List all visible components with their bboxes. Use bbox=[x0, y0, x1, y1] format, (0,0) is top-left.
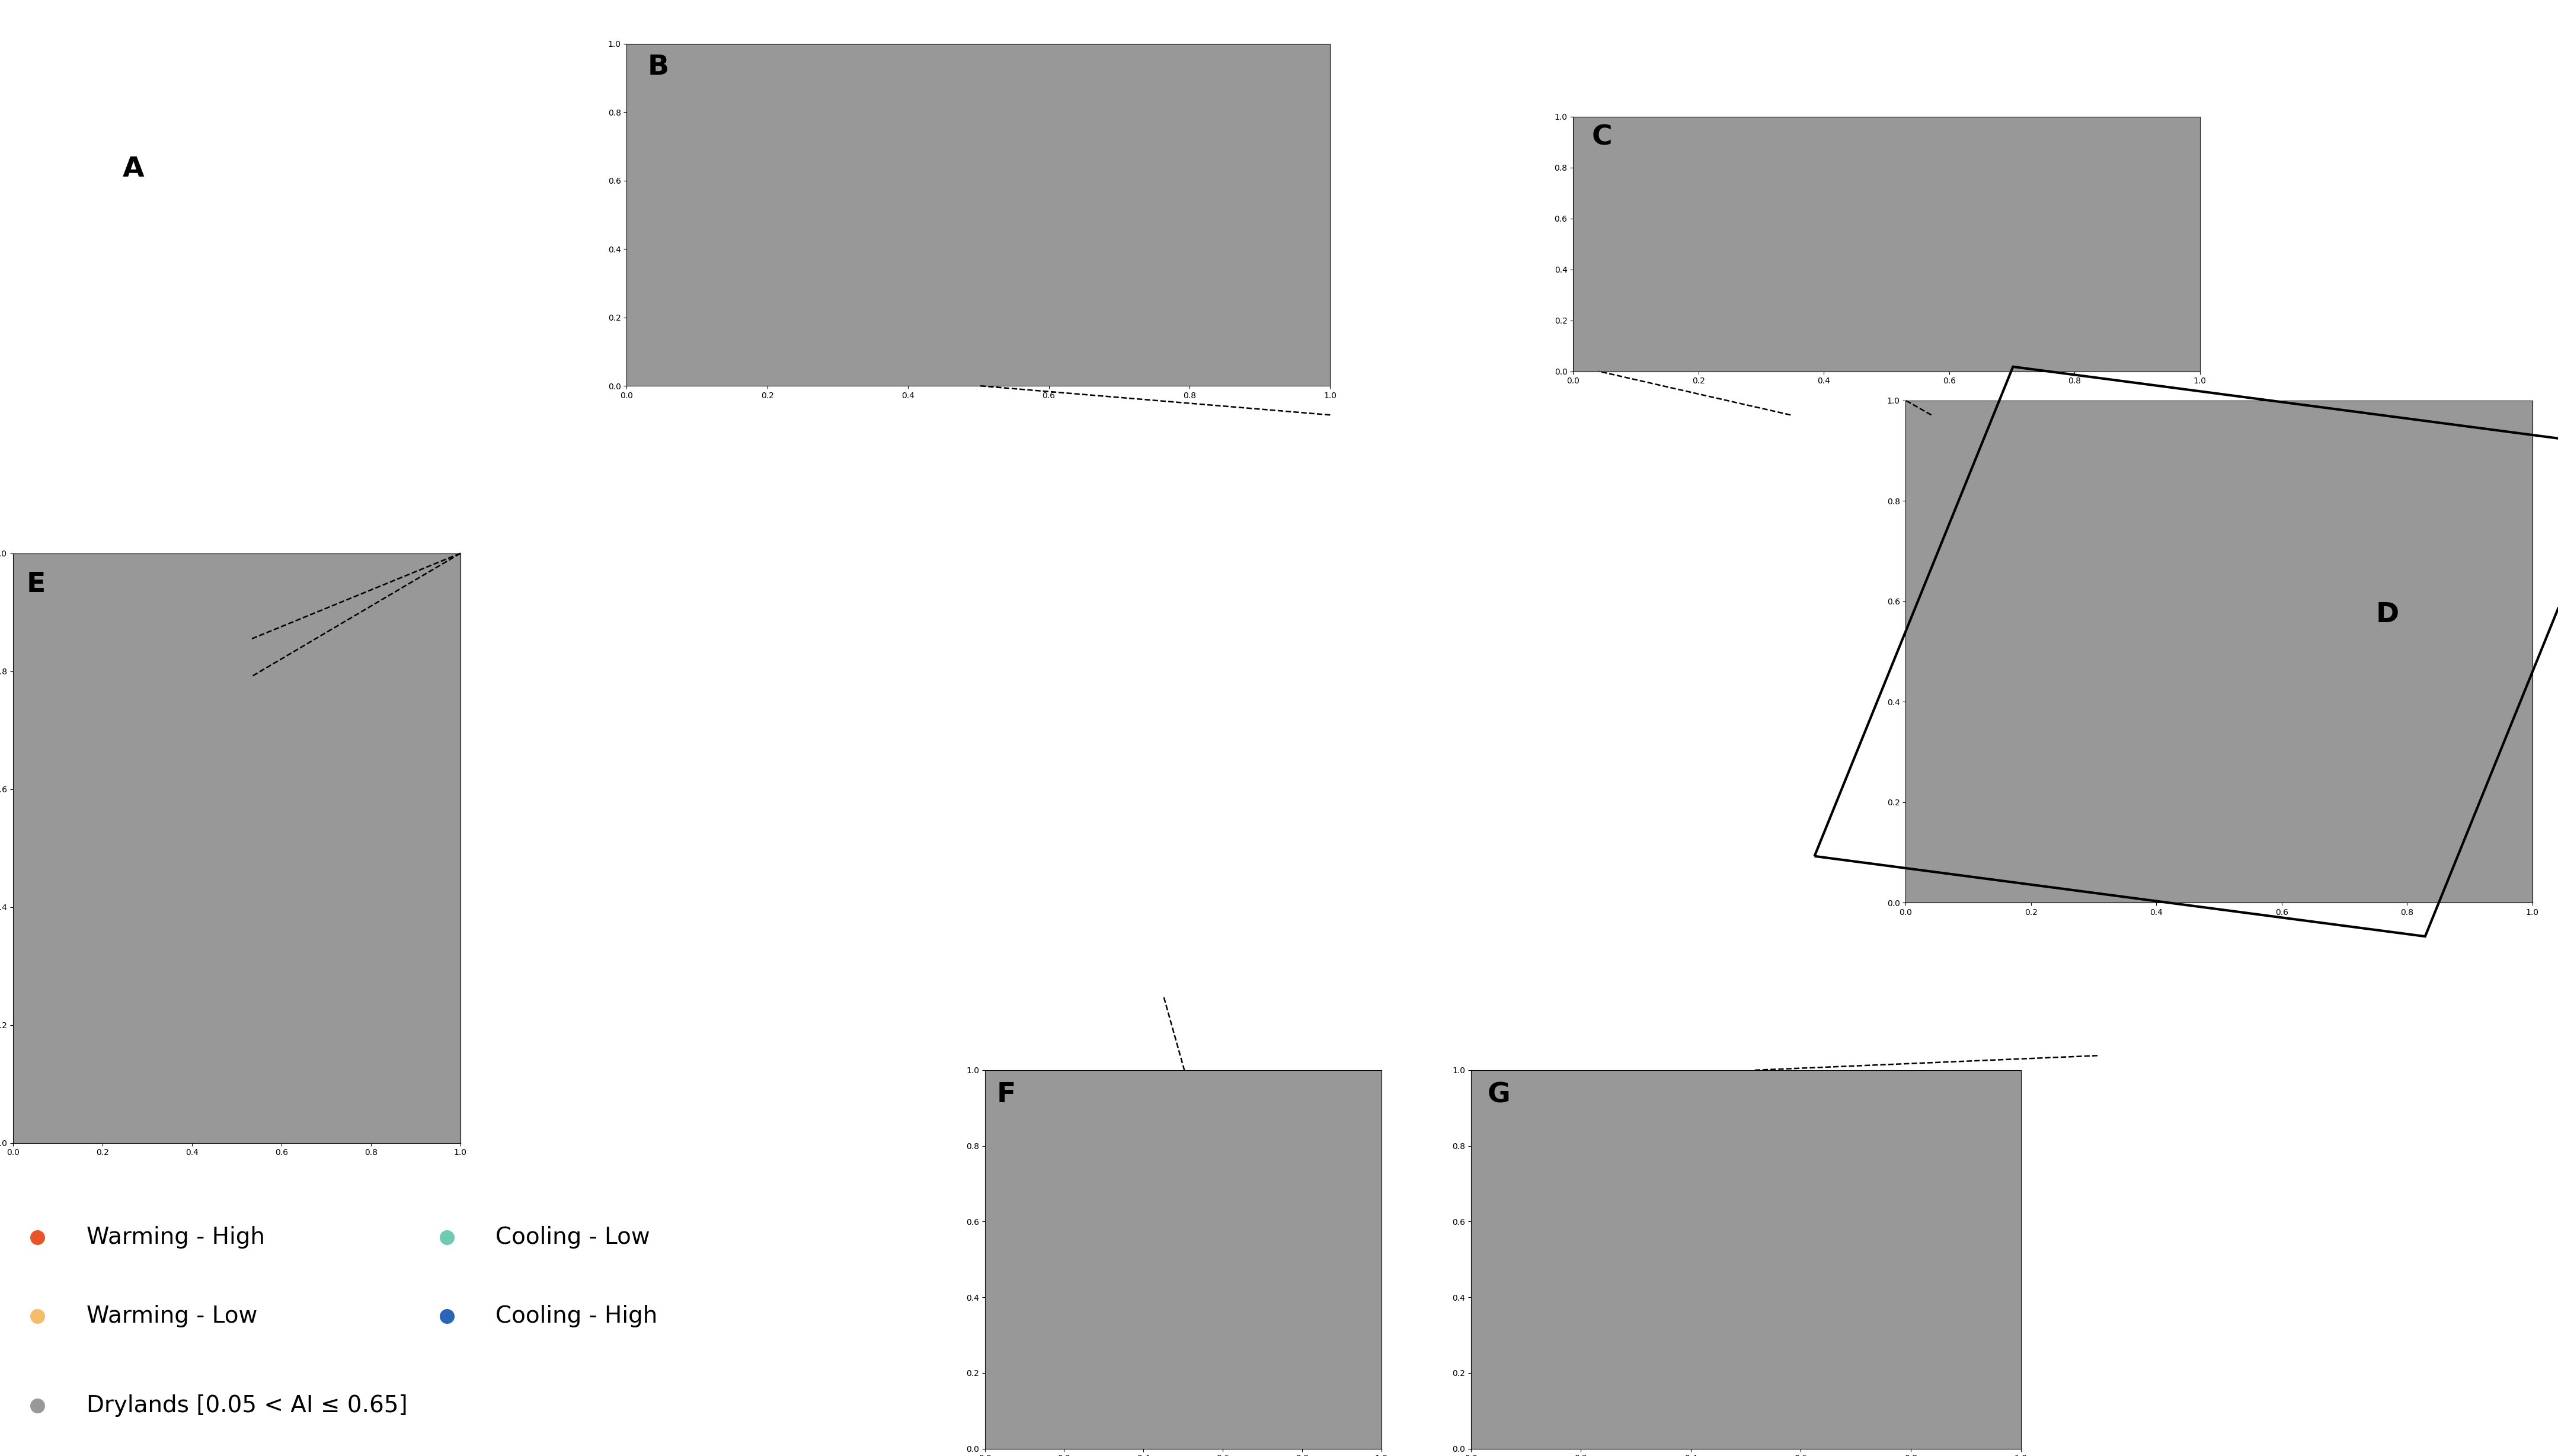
Text: G: G bbox=[1486, 1082, 1509, 1108]
Text: B: B bbox=[647, 54, 670, 80]
Text: A: A bbox=[123, 156, 143, 182]
Text: Drylands [0.05 < AI ≤ 0.65]: Drylands [0.05 < AI ≤ 0.65] bbox=[87, 1395, 407, 1417]
Text: Cooling - High: Cooling - High bbox=[496, 1305, 657, 1328]
Text: Warming - High: Warming - High bbox=[87, 1226, 266, 1248]
Text: F: F bbox=[998, 1082, 1016, 1108]
Text: C: C bbox=[1591, 124, 1612, 151]
Text: D: D bbox=[2376, 601, 2399, 628]
Text: Cooling - Low: Cooling - Low bbox=[496, 1226, 650, 1248]
Text: Warming - Low: Warming - Low bbox=[87, 1305, 258, 1328]
Text: E: E bbox=[26, 571, 46, 597]
